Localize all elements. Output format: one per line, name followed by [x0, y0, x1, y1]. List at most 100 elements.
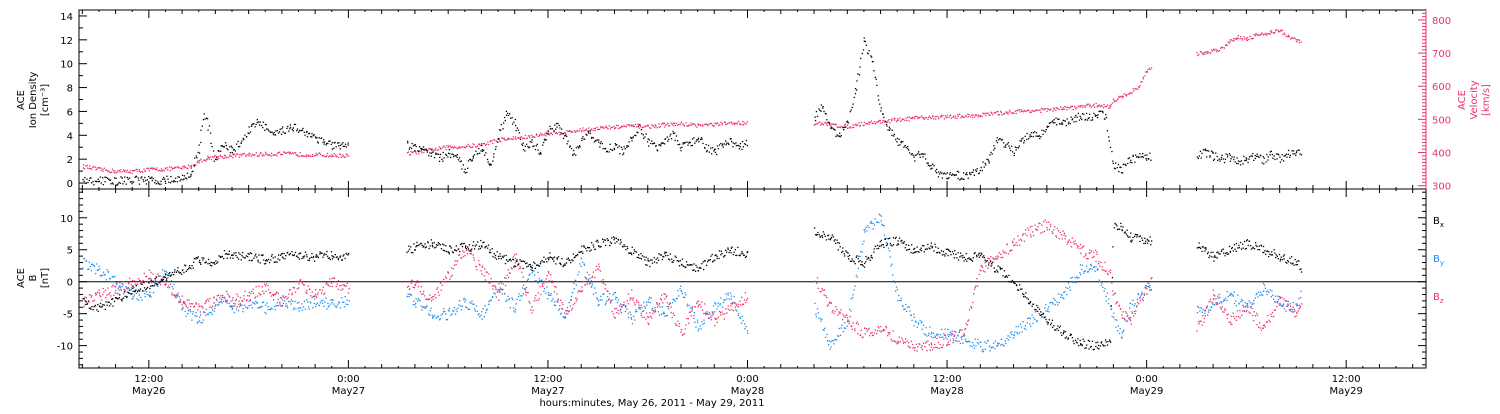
bz-point [192, 303, 193, 304]
density-point [1246, 158, 1247, 159]
by-point [340, 307, 341, 308]
by-point [1075, 282, 1076, 283]
density-point [1048, 126, 1049, 127]
bz-point [1045, 220, 1046, 221]
velocity-point [849, 127, 850, 128]
by-point [860, 251, 861, 252]
velocity-point [1278, 30, 1279, 31]
by-point [1064, 291, 1065, 292]
density-point [901, 141, 902, 142]
velocity-point [1230, 41, 1231, 42]
bz-point [691, 310, 692, 311]
velocity-point [871, 120, 872, 121]
by-point [1049, 302, 1050, 303]
by-point [119, 282, 120, 283]
by-point [510, 307, 511, 308]
by-point [1045, 310, 1046, 311]
bz-point [300, 279, 301, 280]
by-point [1234, 292, 1235, 293]
velocity-point [731, 122, 732, 123]
by-point [480, 315, 481, 316]
by-point [509, 298, 510, 299]
velocity-point [1074, 106, 1075, 107]
density-point [537, 149, 538, 150]
density-point [309, 133, 310, 134]
velocity-point [240, 154, 241, 155]
density-point [1286, 157, 1287, 158]
bz-point [234, 305, 235, 306]
density-point [952, 174, 953, 175]
velocity-point [1073, 109, 1074, 110]
bz-point [621, 304, 622, 305]
bz-point [451, 267, 452, 268]
density-point [1198, 158, 1199, 159]
bz-point [597, 268, 598, 269]
bz-point [721, 311, 722, 312]
density-point [631, 140, 632, 141]
by-point [906, 311, 907, 312]
bz-point [232, 299, 233, 300]
by-point [688, 305, 689, 306]
by-point [462, 306, 463, 307]
velocity-point [335, 154, 336, 155]
bz-point [294, 287, 295, 288]
velocity-point [1217, 50, 1218, 51]
bz-point [554, 291, 555, 292]
density-point [728, 144, 729, 145]
density-point [502, 128, 503, 129]
bz-point [484, 275, 485, 276]
by-point [327, 303, 328, 304]
by-point [1054, 300, 1055, 301]
by-point [425, 308, 426, 309]
x-tick-date-0: May26 [132, 386, 165, 397]
bz-point [499, 292, 500, 293]
density-point [203, 119, 204, 120]
by-point [1032, 315, 1033, 316]
bz-point [298, 287, 299, 288]
bz-point [561, 302, 562, 303]
by-point [257, 302, 258, 303]
by-point [682, 293, 683, 294]
by-point [909, 311, 910, 312]
velocity-point [1092, 105, 1093, 106]
by-point [208, 314, 209, 315]
density-point [704, 148, 705, 149]
by-point [683, 297, 684, 298]
density-point [314, 134, 315, 135]
density-point [531, 139, 532, 140]
by-point [684, 292, 685, 293]
by-point [931, 332, 932, 333]
density-point [177, 181, 178, 182]
by-point [720, 303, 721, 304]
bz-point [618, 313, 619, 314]
density-point [913, 155, 914, 156]
bz-point [526, 292, 527, 293]
density-point [1055, 117, 1056, 118]
bz-point [318, 292, 319, 293]
by-point [697, 322, 698, 323]
density-point [607, 151, 608, 152]
density-point [435, 153, 436, 154]
velocity-point [588, 127, 589, 128]
velocity-point [847, 125, 848, 126]
density-point [536, 145, 537, 146]
by-point [584, 265, 585, 266]
velocity-point [1124, 93, 1125, 94]
by-point [506, 300, 507, 301]
by-point [1033, 317, 1034, 318]
bz-point [947, 344, 948, 345]
by-point [184, 303, 185, 304]
bz-point [732, 303, 733, 304]
velocity-ylabel-line-3: [km/s] [1481, 84, 1492, 116]
velocity-point [151, 168, 152, 169]
velocity-point [985, 115, 986, 116]
density-point [1291, 150, 1292, 151]
by-point [883, 225, 884, 226]
velocity-point [536, 133, 537, 134]
bz-point [583, 281, 584, 282]
density-point [468, 160, 469, 161]
velocity-point [1278, 31, 1279, 32]
velocity-point [479, 144, 480, 145]
density-point [444, 157, 445, 158]
density-point [725, 140, 726, 141]
